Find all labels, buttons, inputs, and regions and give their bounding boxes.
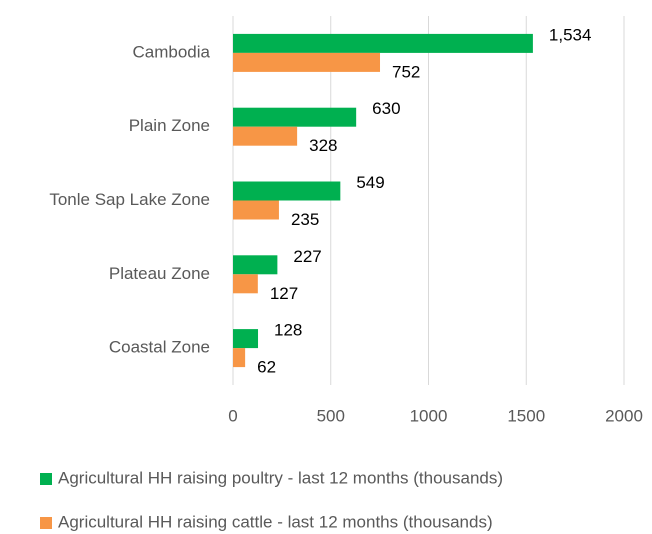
data-label: 630	[372, 99, 400, 118]
legend-marker	[40, 473, 52, 485]
data-label: 62	[257, 358, 276, 377]
data-label: 127	[270, 284, 298, 303]
bar	[233, 33, 533, 53]
bar	[233, 181, 341, 201]
y-tick-label: Plain Zone	[129, 116, 210, 135]
bar	[233, 200, 279, 220]
data-label: 128	[274, 321, 302, 340]
y-tick-label: Plateau Zone	[109, 264, 210, 283]
y-tick-label: Coastal Zone	[109, 338, 210, 357]
bar	[233, 126, 298, 146]
bar	[233, 329, 259, 349]
data-label: 1,534	[549, 25, 592, 44]
x-tick-label: 2000	[605, 406, 643, 425]
data-label: 752	[392, 62, 420, 81]
data-label: 328	[309, 136, 337, 155]
bar	[233, 274, 258, 294]
y-tick-label: Cambodia	[133, 42, 211, 61]
data-label: 227	[293, 247, 321, 266]
x-tick-label: 500	[317, 406, 345, 425]
data-label: 549	[356, 173, 384, 192]
data-label: 235	[291, 210, 319, 229]
legend-label: Agricultural HH raising cattle - last 12…	[58, 512, 493, 531]
legend-label: Agricultural HH raising poultry - last 1…	[58, 468, 503, 487]
legend-marker	[40, 517, 52, 529]
y-tick-label: Tonle Sap Lake Zone	[49, 190, 210, 209]
x-tick-label: 1000	[410, 406, 448, 425]
x-tick-label: 0	[228, 406, 237, 425]
bar	[233, 348, 246, 368]
bar	[233, 255, 278, 275]
x-tick-label: 1500	[507, 406, 545, 425]
bar	[233, 107, 357, 127]
bar	[233, 52, 381, 72]
